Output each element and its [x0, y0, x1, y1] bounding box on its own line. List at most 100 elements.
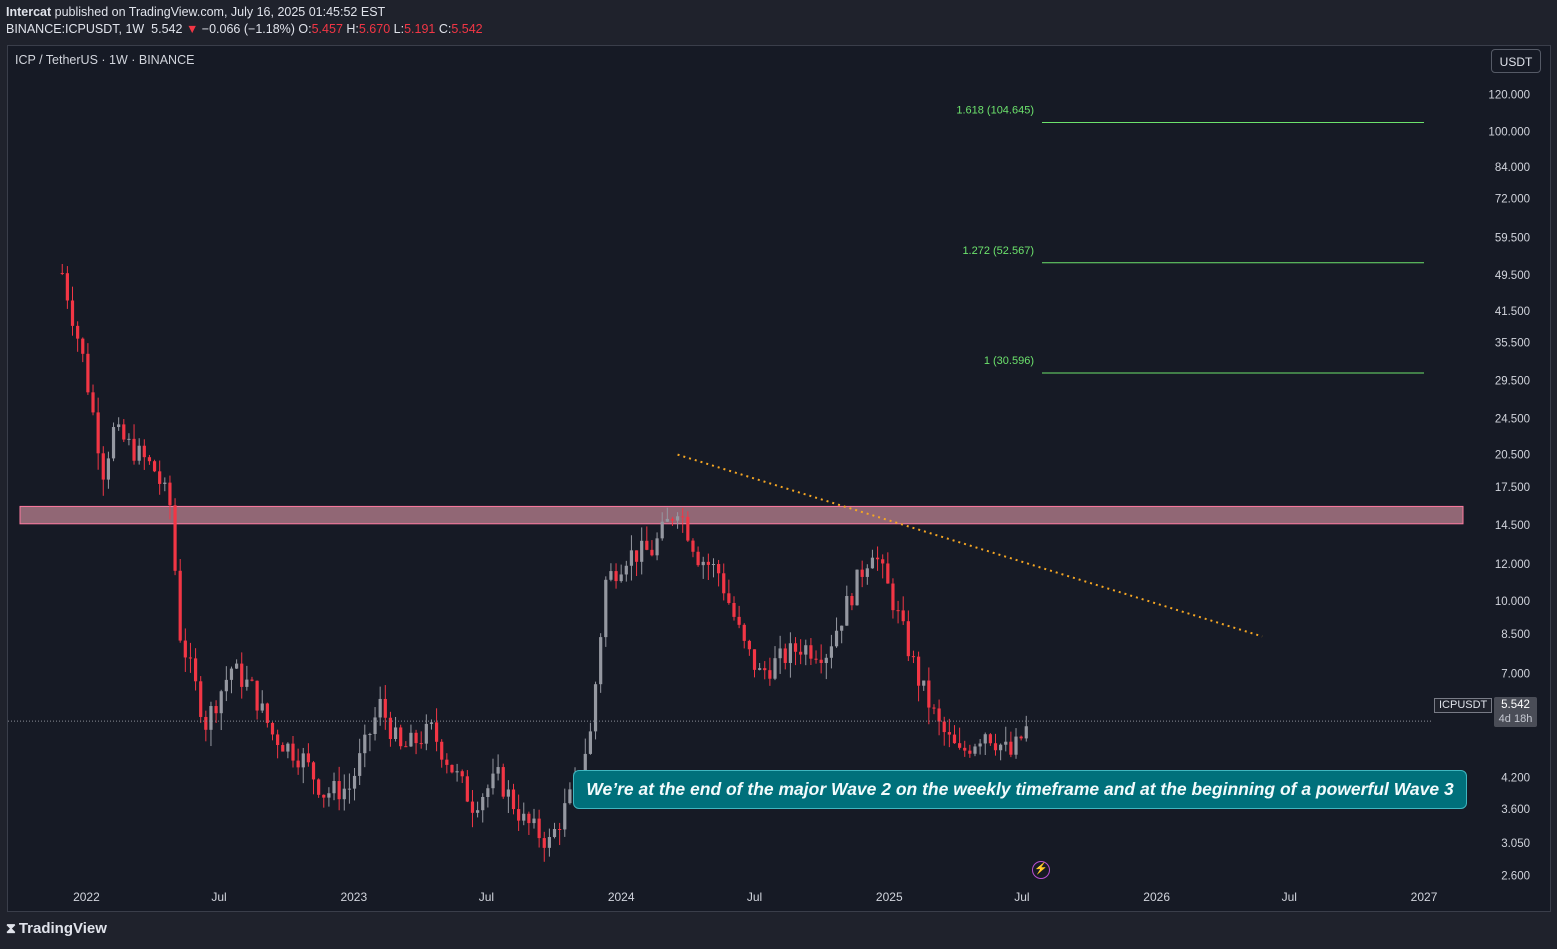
candle-body [911, 656, 916, 658]
candle [737, 605, 741, 629]
candle [732, 596, 736, 621]
candle [963, 740, 967, 757]
candle [65, 266, 69, 309]
candle-body [942, 721, 946, 733]
time-tick-label: Jul [211, 890, 226, 904]
candle [763, 661, 767, 680]
candle-body [804, 645, 808, 655]
chart-pane[interactable] [7, 45, 1551, 912]
candle-body [834, 630, 839, 647]
candle [60, 264, 64, 276]
candle [988, 733, 992, 746]
candle-body [747, 640, 751, 650]
candle [834, 617, 839, 648]
candle [419, 731, 423, 749]
candle-body [640, 540, 644, 562]
candle [563, 788, 567, 837]
candle-body [127, 438, 131, 440]
price-tick-label: 120.000 [1488, 90, 1530, 102]
candle-body [665, 518, 669, 522]
candle-body [158, 471, 162, 484]
candle [327, 787, 331, 807]
candle [424, 714, 428, 751]
tv-logo-icon: ⧗ [6, 920, 16, 936]
candle-body [152, 461, 157, 472]
candle [932, 704, 936, 715]
currency-button[interactable]: USDT [1491, 49, 1541, 73]
candle [168, 475, 172, 520]
price-tick-label: 2.600 [1501, 870, 1530, 882]
candle-body [183, 640, 187, 658]
candle-body [993, 743, 998, 751]
annotation-banner[interactable]: We’re at the end of the major Wave 2 on … [573, 770, 1467, 809]
price-chart[interactable]: 1.618 (104.645)1.272 (52.567)1 (30.596) … [8, 46, 1550, 911]
candle [624, 560, 628, 582]
candle-body [60, 272, 64, 274]
candle [383, 685, 387, 730]
candle-body [999, 744, 1003, 751]
candle [86, 343, 90, 395]
candle-body [296, 760, 300, 768]
candle-body [824, 657, 828, 664]
publisher-name[interactable]: Intercat [6, 5, 52, 19]
price-tick-label: 17.500 [1495, 482, 1530, 494]
candle [183, 628, 187, 672]
candle-body [455, 771, 459, 773]
candle [650, 540, 654, 557]
candle [306, 743, 310, 767]
candle-body [722, 573, 726, 594]
candle-body [106, 458, 111, 480]
candle-body [81, 338, 85, 354]
candle [486, 784, 490, 808]
price-tick-label: 20.500 [1495, 450, 1530, 462]
candle-body [783, 648, 787, 663]
candle-body [358, 753, 362, 776]
candle-body [414, 732, 418, 744]
candle-body [768, 670, 772, 679]
candle-body [132, 438, 136, 461]
price-tick-label: 59.500 [1495, 233, 1530, 245]
candle-body [209, 706, 213, 730]
candle [870, 549, 875, 569]
candle-body [393, 727, 398, 740]
candle [117, 417, 121, 431]
candle-body [952, 734, 957, 744]
candle [224, 666, 228, 702]
candle-body [229, 668, 234, 680]
candle-body [419, 743, 423, 745]
candle-body [604, 579, 608, 638]
candle-body [686, 516, 690, 541]
candle-body [383, 698, 387, 718]
tradingview-logo[interactable]: ⧗ TradingView [6, 920, 107, 937]
candle [132, 424, 136, 465]
candle [465, 770, 469, 803]
candle [265, 702, 269, 728]
candle [875, 546, 880, 571]
lightning-icon[interactable]: ⚡ [1032, 861, 1050, 879]
candle [291, 735, 295, 768]
candle [188, 642, 193, 673]
candle [373, 707, 377, 741]
candle [824, 653, 828, 680]
candle-body [1004, 741, 1008, 745]
candle-body [778, 648, 782, 659]
candle [352, 767, 357, 801]
candle [1004, 726, 1008, 752]
candle-body [563, 803, 567, 830]
candle [855, 569, 859, 606]
candle [768, 657, 772, 686]
candle-body [76, 325, 80, 339]
candle [850, 593, 854, 611]
candle-body [916, 656, 921, 686]
candle [445, 753, 449, 774]
candle-body [301, 753, 305, 768]
candle [599, 633, 603, 693]
close-label: C: [438, 22, 452, 36]
candle-body [609, 571, 613, 580]
candle [804, 639, 808, 666]
candle-body [306, 753, 310, 763]
candle-body [1019, 736, 1023, 739]
candle [127, 433, 131, 446]
candle-body [460, 771, 464, 777]
candle [558, 822, 562, 846]
